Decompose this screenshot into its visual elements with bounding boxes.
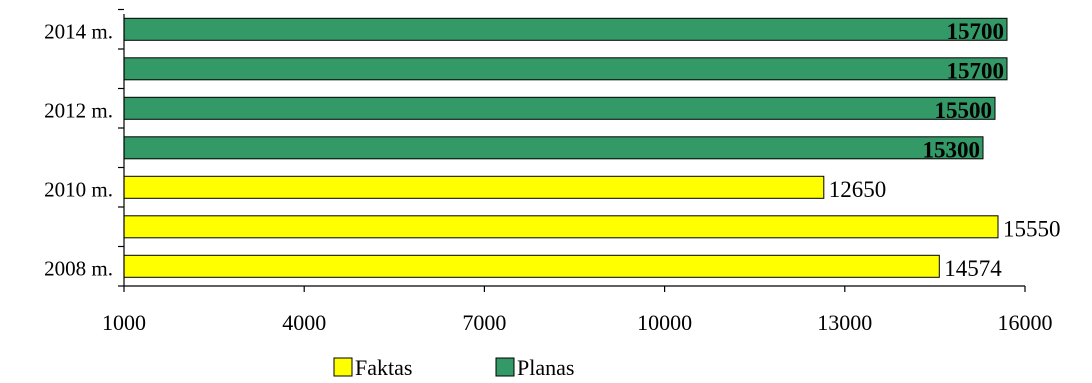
y-tick-label: 2014 m. xyxy=(44,19,113,43)
bar-planas-2011 xyxy=(123,136,984,160)
x-tick-label: 16000 xyxy=(998,310,1053,335)
legend-swatch-faktas xyxy=(333,357,353,377)
x-tick-label: 7000 xyxy=(462,310,506,335)
bars-layer xyxy=(123,17,1008,278)
bar-faktas-2008 xyxy=(123,254,940,278)
data-label: 15700 xyxy=(947,58,1005,83)
y-tick-label: 2008 m. xyxy=(44,256,113,280)
axes-layer: 2008 m. 2010 m. 2012 m. 2014 m. 1000 4000 7000… xyxy=(44,8,1053,335)
bar-faktas-2010 xyxy=(123,175,825,199)
x-tick-label: 4000 xyxy=(282,310,326,335)
data-label: 15300 xyxy=(923,137,981,162)
x-tick-label: 10000 xyxy=(637,310,692,335)
legend: Faktas Planas xyxy=(333,355,574,380)
bar-planas-2014 xyxy=(123,17,1008,41)
bar-planas-2013 xyxy=(123,57,1008,81)
bar-faktas-2009 xyxy=(123,215,999,239)
bar-planas-2012 xyxy=(123,96,996,120)
data-label: 12650 xyxy=(829,177,887,202)
x-tick-label: 1000 xyxy=(102,310,146,335)
data-label: 14574 xyxy=(944,256,1002,281)
legend-swatch-planas xyxy=(495,357,515,377)
y-tick-label: 2012 m. xyxy=(44,98,113,122)
data-label: 15550 xyxy=(1003,216,1061,241)
data-label: 15700 xyxy=(947,19,1005,44)
data-label: 15500 xyxy=(935,98,993,123)
y-tick-label: 2010 m. xyxy=(44,177,113,201)
x-tick-label: 13000 xyxy=(817,310,872,335)
legend-label-faktas: Faktas xyxy=(355,355,412,380)
legend-label-planas: Planas xyxy=(517,355,574,380)
